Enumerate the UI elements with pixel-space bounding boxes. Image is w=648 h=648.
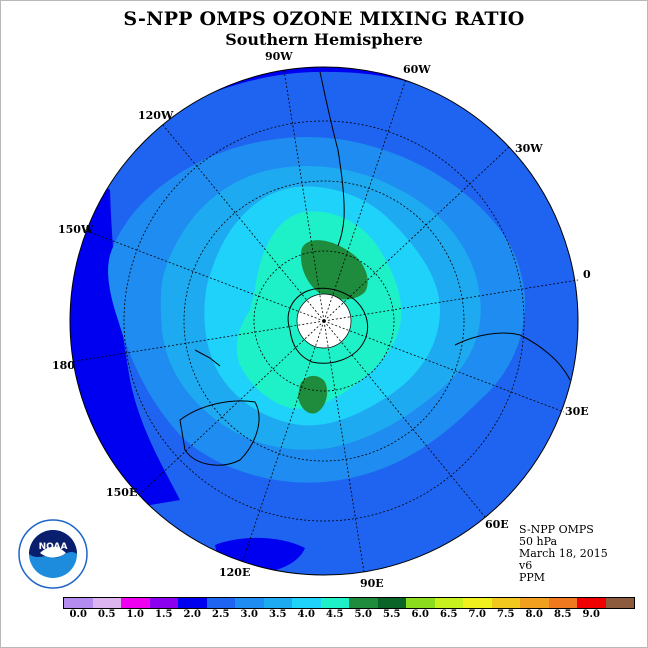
- lon-label-30w: 30W: [515, 142, 543, 155]
- lon-label-120w: 120W: [138, 109, 174, 122]
- latitude-ring-3: [123, 120, 525, 522]
- colorbar-tick-label: 8.5: [554, 609, 572, 620]
- map-boundary: [69, 66, 579, 576]
- colorbar-tick-label: 2.0: [183, 609, 201, 620]
- colorbar-swatch: [434, 598, 463, 608]
- lon-label-60e: 60E: [485, 518, 509, 531]
- colorbar-swatch: [206, 598, 235, 608]
- colorbar-swatch: [491, 598, 520, 608]
- colorbar-tick-label: 6.5: [440, 609, 458, 620]
- meridian-180: [69, 320, 325, 363]
- colorbar-swatch: [263, 598, 292, 608]
- colorbar-tick-label: 3.0: [240, 609, 258, 620]
- colorbar-tick-label: 7.5: [497, 609, 515, 620]
- meridian-120e: [241, 320, 325, 564]
- lon-label-0: 0: [583, 268, 591, 281]
- lon-label-150e: 150E: [106, 486, 138, 499]
- coast-south-america: [319, 71, 345, 247]
- info-units: PPM: [519, 571, 546, 584]
- colorbar-tick-label: 1.5: [155, 609, 173, 620]
- ozone-band-4.5-a: [300, 240, 368, 300]
- colorbar-tick-label: 0.0: [69, 609, 87, 620]
- info-block: S-NPP OMPS 50 hPa March 18, 2015 v6 PPM: [519, 524, 608, 584]
- colorbar-ticks: 0.0 0.5 1.0 1.5 2.0 2.5 3.0 3.5 4.0 4.5 5.0 5.5 6.0 6…: [0, 609, 648, 623]
- info-instrument: S-NPP OMPS: [519, 523, 594, 536]
- colorbar-swatch: [235, 598, 264, 608]
- colorbar-swatch: [292, 598, 321, 608]
- colorbar-swatch: [92, 598, 121, 608]
- colorbar-swatch: [121, 598, 150, 608]
- colorbar-tick-label: 1.0: [126, 609, 144, 620]
- pole-marker: [322, 319, 326, 323]
- coast-africa: [454, 332, 571, 381]
- colorbar-tick-label: 8.0: [525, 609, 543, 620]
- colorbar-tick-label: 5.0: [354, 609, 372, 620]
- colorbar-swatch: [463, 598, 492, 608]
- colorbar-tick-label: 3.5: [269, 609, 287, 620]
- info-level: 50 hPa: [519, 535, 558, 548]
- colorbar-swatch: [64, 598, 93, 608]
- map-title: S-NPP OMPS OZONE MIXING RATIO: [123, 8, 525, 30]
- map-subtitle: Southern Hemisphere: [225, 30, 423, 49]
- ozone-band-4.5-b: [298, 375, 328, 414]
- colorbar: [63, 597, 635, 609]
- colorbar-swatch: [577, 598, 606, 608]
- colorbar-tick-label: 4.0: [297, 609, 315, 620]
- colorbar-tick-label: 7.0: [468, 609, 486, 620]
- colorbar-tick-label: 6.0: [411, 609, 429, 620]
- coast-new-zealand: [194, 349, 221, 367]
- info-date: March 18, 2015: [519, 547, 608, 560]
- colorbar-swatch: [548, 598, 577, 608]
- colorbar-swatch: [178, 598, 207, 608]
- colorbar-swatch: [377, 598, 406, 608]
- lon-label-120e: 120E: [219, 566, 251, 579]
- meridian-0: [323, 279, 579, 322]
- meridian-30e: [323, 320, 565, 413]
- colorbar-swatch: [406, 598, 435, 608]
- colorbar-swatch: [520, 598, 549, 608]
- lon-label-180: 180: [52, 359, 75, 372]
- colorbar-tick-label: 9.0: [582, 609, 600, 620]
- colorbar-swatch: [349, 598, 378, 608]
- colorbar-tick-label: 4.5: [326, 609, 344, 620]
- coast-antarctica: [287, 287, 369, 364]
- info-version: v6: [519, 559, 533, 572]
- lon-label-90e: 90E: [360, 577, 384, 590]
- colorbar-tick-label: 5.5: [383, 609, 401, 620]
- lon-label-60w: 60W: [403, 63, 431, 76]
- colorbar-swatch: [605, 598, 634, 608]
- meridian-150w: [83, 229, 325, 322]
- latitude-ring-2: [183, 180, 465, 462]
- lon-label-90w: 90W: [265, 50, 293, 63]
- noaa-logo: NOAA: [18, 519, 88, 589]
- logo-text: NOAA: [39, 542, 68, 552]
- latitude-ring-1: [253, 250, 395, 392]
- lon-label-150w: 150W: [58, 223, 94, 236]
- colorbar-tick-label: 2.5: [212, 609, 230, 620]
- colorbar-swatch: [320, 598, 349, 608]
- meridian-60w: [323, 78, 407, 322]
- colorbar-swatch: [149, 598, 178, 608]
- lon-label-30e: 30E: [565, 405, 589, 418]
- coast-australia: [179, 400, 260, 466]
- colorbar-tick-label: 0.5: [98, 609, 116, 620]
